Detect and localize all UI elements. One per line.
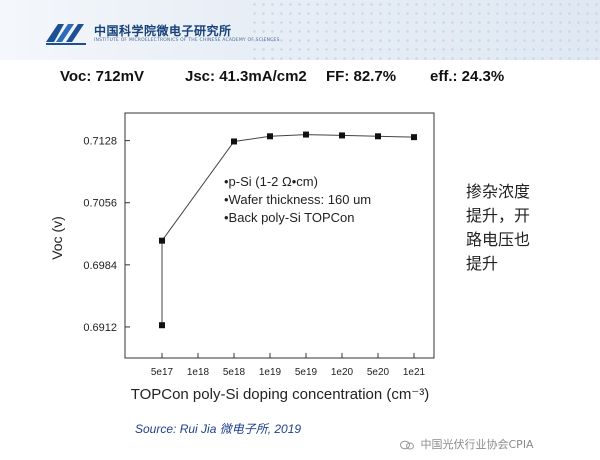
side-note-line-1: 掺杂浓度 [466,182,531,201]
metric-ff: FF: 82.7% [326,68,396,85]
watermark-text: 中国光伏行业协会CPIA [420,438,534,451]
y-axis-label: Voc (v) [49,216,65,260]
side-note-line-3: 路电压也 [466,230,531,249]
x-axis: 5e17 1e18 5e18 1e19 5e19 1e20 5e20 1e21 [151,353,426,378]
y-tick-label: 0.7128 [83,136,117,148]
header-banner: 中国科学院微电子研究所 INSTITUTE OF MICROELECTRONIC… [0,0,600,60]
metric-eff-value: 24.3% [461,68,505,85]
wechat-icon [400,440,414,450]
y-axis: 0.6912 0.6984 0.7056 0.7128 [83,136,130,334]
metric-jsc: Jsc: 41.3mA/cm2 [185,68,307,85]
metric-eff: eff.: 24.3% [430,68,504,85]
series-markers [159,131,417,329]
data-point-marker [159,322,165,329]
metric-ff-label: FF: [326,68,350,85]
data-point-marker [303,131,309,138]
side-note: 掺杂浓度 提升，开 路电压也 提升 [466,180,576,276]
metric-jsc-label: Jsc: [185,68,216,85]
x-tick-label: 5e19 [295,367,318,378]
plot-frame [124,112,435,359]
data-point-marker [231,138,237,145]
source-citation: Source: Rui Jia 微电子所, 2019 [135,422,302,436]
metric-ff-value: 82.7% [353,68,397,85]
annotation-line-2: •Wafer thickness: 160 um [224,192,371,207]
side-note-line-2: 提升，开 [466,206,531,225]
metric-jsc-value: 41.3mA/cm2 [219,68,307,85]
org-subtitle: INSTITUTE OF MICROELECTRONICS OF THE CHI… [94,38,280,43]
watermark: 中国光伏行业协会CPIA [400,436,534,452]
org-name: 中国科学院微电子研究所 [94,24,232,38]
y-tick-label: 0.7056 [83,198,117,210]
data-point-marker [267,133,273,140]
data-point-marker [339,132,345,139]
x-tick-label: 1e18 [187,367,210,378]
x-axis-label: TOPCon poly-Si doping concentration (cm⁻… [131,386,430,403]
metric-voc-label: Voc: [60,68,92,85]
metric-eff-label: eff.: [430,68,458,85]
metric-voc-value: 712mV [95,68,144,85]
annotation-line-1: •p-Si (1-2 Ω•cm) [224,174,318,189]
y-tick-label: 0.6984 [83,260,117,272]
annotation-line-3: •Back poly-Si TOPCon [224,210,355,225]
x-tick-label: 1e19 [259,367,282,378]
series-line [161,134,415,326]
data-point-marker [411,134,417,141]
metric-voc: Voc: 712mV [60,68,144,85]
institute-logo-icon [46,24,86,45]
x-tick-label: 1e21 [403,367,426,378]
metrics-row: Voc: 712mV Jsc: 41.3mA/cm2 FF: 82.7% eff… [60,68,540,88]
data-point-marker [159,237,165,244]
x-tick-label: 5e18 [223,367,246,378]
banner-dot-pattern [250,0,600,60]
y-tick-label: 0.6912 [83,322,117,334]
x-tick-label: 5e17 [151,367,174,378]
side-note-line-4: 提升 [466,254,499,273]
x-tick-label: 1e20 [331,367,354,378]
x-tick-label: 5e20 [367,367,390,378]
data-point-marker [375,133,381,140]
